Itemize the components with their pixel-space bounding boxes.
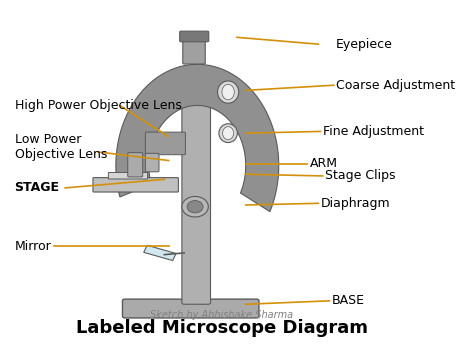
Text: Fine Adjustment: Fine Adjustment xyxy=(323,125,424,138)
FancyBboxPatch shape xyxy=(128,152,143,177)
Polygon shape xyxy=(116,65,279,211)
Text: Eyepiece: Eyepiece xyxy=(336,38,393,51)
FancyBboxPatch shape xyxy=(93,178,178,192)
Ellipse shape xyxy=(219,124,237,142)
Text: High Power Objective Lens: High Power Objective Lens xyxy=(15,99,182,112)
Text: Coarse Adjustment: Coarse Adjustment xyxy=(336,79,455,92)
Text: Mirror: Mirror xyxy=(15,239,51,253)
FancyBboxPatch shape xyxy=(146,132,185,155)
Ellipse shape xyxy=(222,85,234,100)
Circle shape xyxy=(187,200,203,213)
Ellipse shape xyxy=(218,81,239,103)
FancyBboxPatch shape xyxy=(183,36,205,64)
Text: ARM: ARM xyxy=(310,157,337,170)
Text: BASE: BASE xyxy=(332,294,365,307)
Polygon shape xyxy=(144,245,176,260)
Ellipse shape xyxy=(223,127,234,140)
Text: Sketch by Abhishake Sharma: Sketch by Abhishake Sharma xyxy=(150,309,293,319)
Text: STAGE: STAGE xyxy=(15,181,60,194)
Text: Labeled Microscope Diagram: Labeled Microscope Diagram xyxy=(75,319,367,337)
Text: Stage Clips: Stage Clips xyxy=(325,169,395,183)
Circle shape xyxy=(182,196,208,217)
FancyBboxPatch shape xyxy=(146,153,159,172)
Text: Low Power
Objective Lens: Low Power Objective Lens xyxy=(15,133,107,161)
FancyBboxPatch shape xyxy=(122,299,259,318)
FancyBboxPatch shape xyxy=(109,172,147,179)
FancyBboxPatch shape xyxy=(182,96,210,304)
Text: Diaphragm: Diaphragm xyxy=(320,197,390,210)
FancyBboxPatch shape xyxy=(180,31,209,42)
